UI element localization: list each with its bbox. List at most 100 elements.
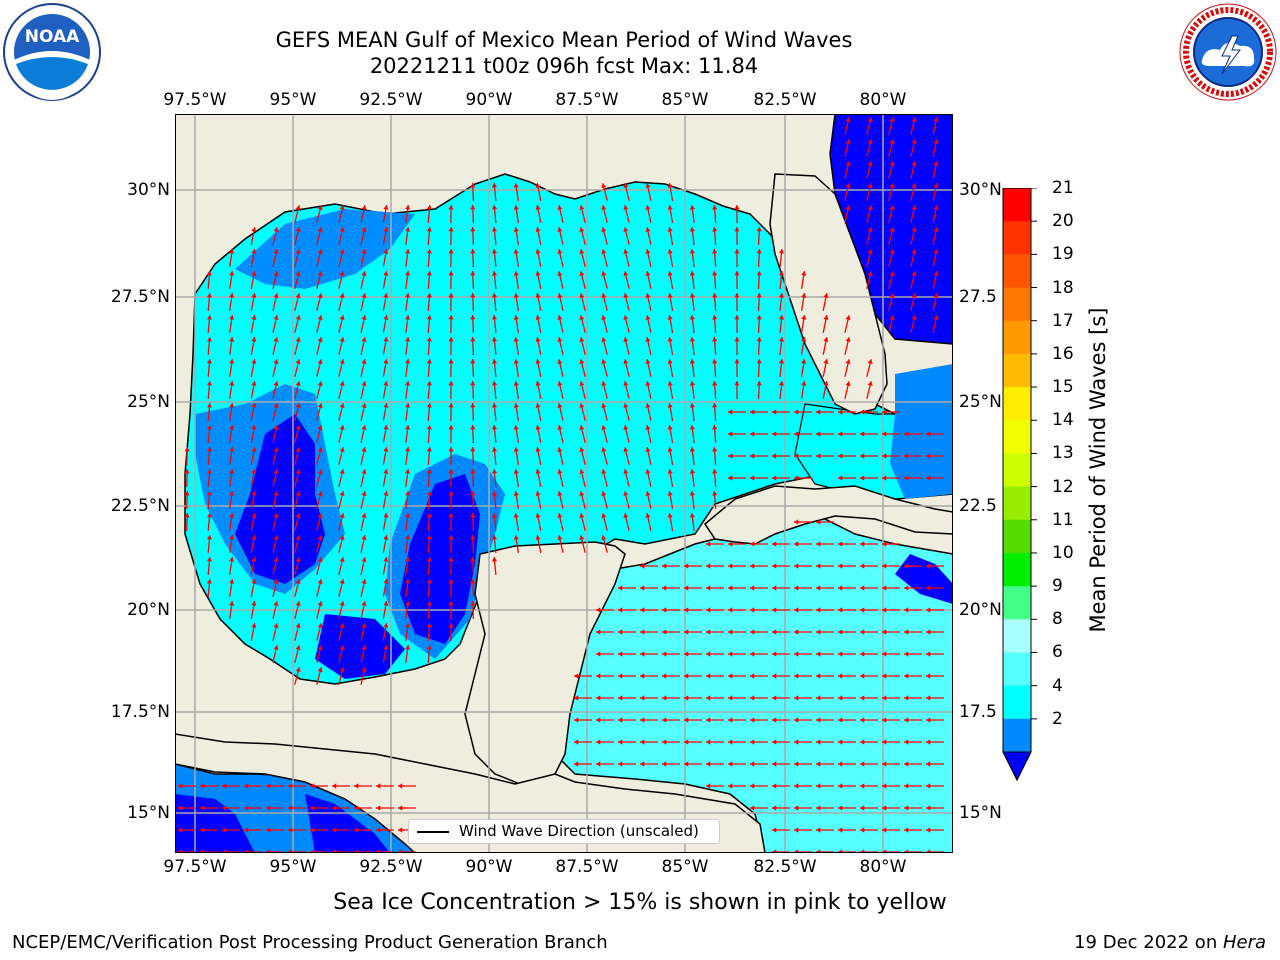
wind-arrow-head	[623, 403, 629, 409]
wind-arrow-head	[645, 513, 651, 518]
wind-arrow-head	[662, 695, 667, 701]
wind-arrow-head	[513, 205, 519, 210]
wind-arrow-head	[398, 827, 403, 833]
wind-arrow-head	[882, 695, 887, 701]
wind-arrow-head	[470, 403, 476, 408]
wind-arrow-head	[339, 535, 345, 541]
wind-arrow-head	[206, 579, 213, 584]
wind-arrow-head	[295, 491, 301, 497]
wind-arrow-head	[794, 827, 799, 833]
wind-arrow-head	[772, 717, 777, 723]
wind-arrow-head	[645, 491, 651, 496]
wind-arrow-head	[448, 271, 454, 276]
wind-arrow-head	[706, 629, 711, 635]
wind-arrow-head	[332, 827, 337, 833]
wind-arrow-head	[816, 673, 821, 679]
wind-arrow-head	[376, 827, 381, 833]
wind-arrow-head	[288, 805, 293, 811]
wind-arrow-head	[448, 227, 454, 232]
wind-arrow-head	[689, 359, 695, 364]
wind-arrow-head	[405, 469, 411, 474]
wind-arrow-head	[667, 337, 673, 342]
wind-arrow-head	[513, 359, 519, 364]
wind-arrow-head	[823, 359, 829, 364]
wind-arrow-head	[295, 425, 301, 431]
wind-arrow-head	[794, 761, 799, 767]
wind-arrow-head	[882, 717, 887, 723]
wind-arrow-head	[860, 431, 865, 437]
wind-arrow-head	[535, 183, 541, 188]
wind-arrow-head	[618, 651, 623, 657]
wind-arrow-head	[383, 645, 389, 650]
wind-arrow-head	[623, 359, 629, 365]
colorbar-segment	[1003, 685, 1031, 720]
wind-wave-arrows	[178, 117, 944, 853]
wind-arrow-head	[251, 601, 257, 606]
wind-arrow-head	[816, 563, 821, 569]
lon-tick-top: 90°W	[465, 90, 513, 110]
wind-arrow-head	[801, 293, 807, 298]
wind-arrow-head	[206, 403, 213, 408]
colorbar-tick: 19	[1052, 244, 1074, 265]
wind-arrow-head	[383, 227, 389, 232]
wind-arrow-head	[640, 585, 645, 591]
wind-arrow-head	[361, 315, 367, 320]
wind-arrow-head	[911, 249, 917, 255]
wind-arrow-head	[867, 139, 873, 145]
wind-arrow-head	[557, 227, 563, 232]
wind-arrow-head	[904, 761, 909, 767]
wind-arrow-head	[361, 227, 367, 232]
wind-arrow-head	[750, 783, 755, 789]
wind-arrow-head	[206, 447, 213, 452]
wind-arrow-head	[354, 783, 359, 789]
wind-arrow-head	[361, 469, 367, 474]
wind-arrow-head	[383, 381, 389, 386]
wind-arrow-head	[689, 403, 695, 408]
wind-arrow-head	[794, 783, 799, 789]
wind-arrow-head	[295, 645, 301, 651]
lat-tick-left: 22.5°N	[110, 496, 170, 516]
wind-arrow-head	[426, 249, 432, 254]
yucatan-land	[464, 541, 626, 787]
wind-arrow-head	[574, 739, 579, 745]
wind-arrow-head	[926, 717, 931, 723]
wind-arrow-head	[860, 827, 865, 833]
wind-arrow-head	[206, 271, 213, 276]
wind-arrow-head	[295, 205, 301, 211]
wind-arrow-head	[273, 403, 279, 408]
wind-arrow-head	[491, 315, 498, 320]
wind-arrow-head	[596, 717, 601, 723]
wind-arrow-head	[513, 337, 519, 342]
wind-arrow-head	[860, 475, 865, 481]
wind-arrow-head	[601, 491, 607, 497]
wind-arrow-head	[904, 651, 909, 657]
wind-arrow-head	[557, 315, 563, 320]
wind-arrow-head	[574, 761, 579, 767]
wind-arrow-head	[448, 403, 454, 408]
wind-arrow-head	[206, 425, 213, 430]
wind-arrow-head	[778, 271, 785, 276]
wind-arrow-head	[229, 403, 235, 408]
wind-arrow-head	[904, 607, 909, 613]
wind-arrow-head	[317, 271, 323, 277]
wind-arrow-head	[266, 805, 271, 811]
wind-arrow-head	[317, 513, 323, 519]
wind-arrow-head	[317, 601, 323, 607]
wind-arrow-head	[618, 761, 623, 767]
wind-arrow-head	[882, 673, 887, 679]
wind-arrow-head	[557, 337, 563, 342]
wind-arrow-head	[579, 469, 585, 475]
wind-arrow-head	[361, 513, 367, 518]
wind-arrow-head	[645, 293, 651, 298]
wind-arrow-head	[667, 315, 673, 320]
wind-arrow-head	[295, 381, 301, 387]
wind-arrow-head	[728, 695, 733, 701]
wind-arrow-head	[684, 695, 689, 701]
wind-arrow-head	[845, 315, 851, 321]
wind-arrow-head	[339, 447, 345, 453]
colorbar-tick: 20	[1052, 211, 1074, 232]
wind-arrow-head	[911, 139, 917, 145]
wind-arrow-head	[251, 381, 257, 386]
wind-arrow-head	[398, 783, 403, 789]
wind-arrow-head	[491, 337, 498, 342]
